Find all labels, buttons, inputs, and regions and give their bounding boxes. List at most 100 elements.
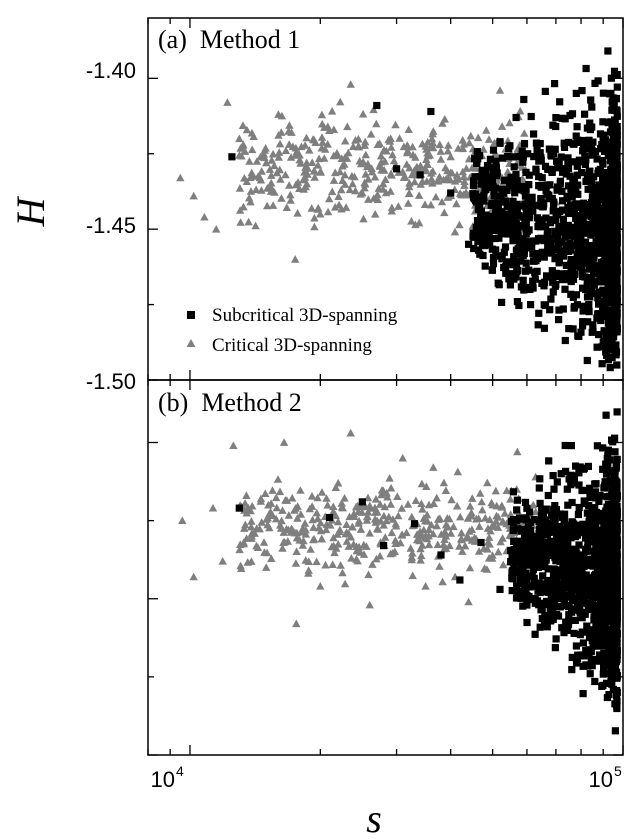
subcritical-point [585, 308, 593, 316]
subcritical-point [492, 214, 500, 223]
subcritical-point [596, 269, 604, 277]
subcritical-point [517, 283, 525, 291]
subcritical-point [574, 510, 582, 519]
subcritical-point [552, 269, 560, 277]
subcritical-point [585, 301, 593, 309]
critical-point [328, 560, 337, 568]
subcritical-point [597, 182, 605, 190]
critical-point [343, 122, 352, 131]
critical-point [360, 178, 369, 187]
subcritical-point [540, 253, 548, 261]
subcritical-point [521, 284, 529, 292]
subcritical-point [494, 279, 502, 287]
critical-point [336, 97, 345, 106]
subcritical-point [506, 215, 514, 223]
subcritical-point [601, 478, 609, 486]
subcritical-point [592, 542, 600, 550]
subcritical-point [538, 248, 546, 256]
critical-point [347, 171, 357, 180]
subcritical-point [547, 552, 555, 560]
subcritical-point [536, 475, 544, 483]
subcritical-point [607, 295, 615, 303]
subcritical-point [567, 531, 575, 539]
critical-point [284, 511, 293, 519]
subcritical-point [557, 470, 565, 478]
subcritical-point [524, 545, 532, 553]
subcritical-point [607, 172, 615, 180]
critical-point [491, 486, 500, 495]
subcritical-point [510, 253, 518, 261]
subcritical-point [562, 467, 570, 475]
critical-point [291, 180, 301, 189]
critical-point [460, 181, 469, 189]
critical-point [278, 544, 287, 552]
subcritical-point [577, 328, 585, 336]
critical-point [439, 544, 449, 553]
critical-point [336, 561, 345, 569]
critical-point [189, 572, 198, 581]
critical-point [407, 217, 416, 225]
critical-point [272, 503, 281, 512]
subcritical-point [522, 267, 530, 275]
critical-point [482, 565, 492, 573]
subcritical-point [613, 266, 621, 274]
subcritical-point [599, 89, 607, 97]
critical-point [483, 478, 492, 487]
subcritical-point [602, 507, 610, 515]
subcritical-point [597, 539, 605, 547]
subcritical-point [565, 611, 573, 619]
subcritical-point [583, 509, 591, 517]
subcritical-point [592, 488, 600, 496]
critical-point [242, 505, 251, 514]
subcritical-point [588, 509, 596, 517]
subcritical-point [539, 510, 547, 518]
critical-point [275, 165, 284, 174]
subcritical-point [483, 238, 491, 246]
critical-point [285, 121, 294, 129]
subcritical-point [474, 205, 482, 213]
critical-point [325, 194, 334, 203]
critical-point [374, 184, 383, 192]
subcritical-point [597, 598, 605, 606]
subcritical-point [584, 462, 592, 470]
subcritical-point [519, 235, 527, 243]
critical-point [359, 214, 368, 223]
critical-point [200, 212, 209, 221]
subcritical-point [578, 272, 587, 281]
critical-point [333, 530, 342, 538]
subcritical-point [543, 228, 551, 236]
subcritical-point [577, 651, 585, 659]
subcritical-point [557, 153, 565, 161]
critical-point [340, 579, 350, 588]
subcritical-point [598, 141, 606, 149]
critical-point [437, 197, 447, 206]
critical-point [445, 514, 454, 523]
critical-point [375, 500, 385, 508]
critical-point [218, 557, 227, 565]
subcritical-point [513, 506, 521, 514]
subcritical-point [587, 142, 596, 150]
subcritical-point [573, 123, 581, 131]
critical-point [354, 507, 363, 516]
critical-point [279, 538, 288, 546]
critical-point [387, 528, 396, 537]
critical-point [321, 560, 330, 569]
subcritical-point [607, 280, 615, 288]
subcritical-point [588, 151, 596, 159]
critical-point [463, 514, 473, 522]
subcritical-point [540, 324, 548, 332]
subcritical-point [565, 223, 573, 231]
subcritical-point [581, 136, 589, 145]
critical-point [331, 511, 340, 520]
critical-point [420, 200, 430, 208]
subcritical-point [590, 270, 598, 278]
critical-point [349, 509, 359, 518]
subcritical-point [610, 602, 618, 610]
subcritical-point [551, 227, 559, 235]
plot-frame [147, 379, 624, 756]
critical-point [381, 175, 390, 183]
subcritical-point [508, 587, 516, 595]
critical-point [223, 98, 232, 106]
subcritical-point [549, 615, 557, 623]
critical-point [242, 125, 252, 134]
